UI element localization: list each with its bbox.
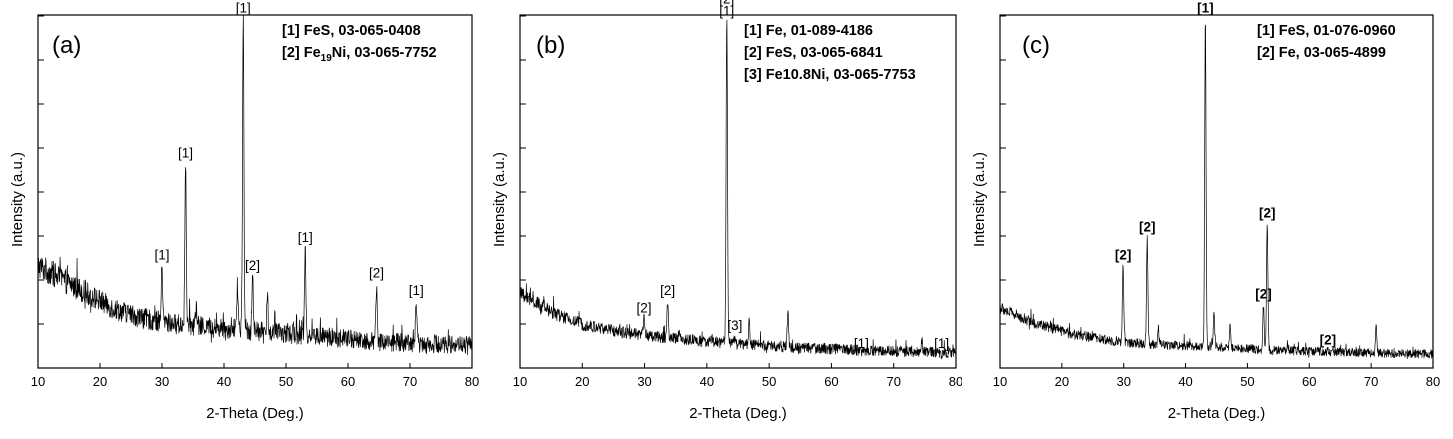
peak-label: [3]	[727, 318, 742, 333]
peak-label: [2]	[369, 265, 384, 280]
peak-label: [2]	[719, 0, 734, 7]
x-tick-label: 30	[1116, 374, 1130, 389]
xrd-pattern-line	[37, 14, 473, 355]
x-axis-title: 2-Theta (Deg.)	[689, 405, 787, 422]
x-tick-label: 60	[341, 374, 355, 389]
x-tick-label: 80	[465, 374, 479, 389]
panel-label: (a)	[52, 32, 81, 59]
x-tick-label: 10	[513, 374, 527, 389]
x-tick-label: 50	[762, 374, 776, 389]
peak-label: [1]	[934, 336, 949, 351]
peak-label: [1]	[178, 145, 193, 160]
x-tick-label: 70	[403, 374, 417, 389]
x-tick-label: 10	[993, 374, 1007, 389]
peak-label: [2]	[1139, 219, 1156, 234]
legend-entry: [2] FeS, 03-065-6841	[744, 45, 883, 61]
xrd-chart-b: 10 20 30 40 50 60 70 80 2-Theta (Deg.) Intensity …	[482, 0, 963, 434]
legend-entry: [1] Fe, 01-089-4186	[744, 23, 873, 39]
legend-entry: [1] FeS, 03-065-0408	[282, 23, 421, 39]
legend-entry: [2] Fe19Ni, 03-065-7752	[282, 45, 437, 64]
peak-label: [1]	[409, 283, 424, 298]
x-tick-label: 80	[949, 374, 962, 389]
peak-label: [2]	[1115, 248, 1132, 263]
x-tick-label: 50	[1240, 374, 1254, 389]
x-axis-title: 2-Theta (Deg.)	[1168, 405, 1266, 422]
peak-label: [2]	[1255, 286, 1272, 301]
peak-label: [2]	[660, 283, 675, 298]
x-tick-label: 30	[155, 374, 169, 389]
xrd-chart-c: 10 20 30 40 50 60 70 80 2-Theta (Deg.) Intensity …	[962, 0, 1442, 434]
x-axis-title: 2-Theta (Deg.)	[206, 405, 304, 422]
peak-label: [1]	[236, 1, 251, 16]
x-tick-label: 60	[824, 374, 838, 389]
xrd-chart-svg: 10 20 30 40 50 60 70 80 2-Theta (Deg.) Intensity …	[491, 0, 963, 422]
legend-entry: [1] FeS, 01-076-0960	[1257, 23, 1396, 39]
x-tick-label: 20	[1055, 374, 1069, 389]
y-axis-title: Intensity (a.u.)	[9, 152, 26, 247]
x-tick-label: 10	[31, 374, 45, 389]
plot-frame	[37, 14, 473, 369]
plot-frame	[999, 14, 1434, 369]
xrd-chart-svg: 10 20 30 40 50 60 70 80 2-Theta (Deg.) Intensity …	[9, 1, 479, 422]
x-tick-label: 60	[1302, 374, 1316, 389]
peak-label: [2]	[1259, 205, 1276, 220]
panel-label: (b)	[536, 32, 565, 59]
x-tick-label: 40	[217, 374, 231, 389]
legend-entry: [2] Fe, 03-065-4899	[1257, 45, 1386, 61]
peak-label: [1]	[1197, 1, 1214, 16]
panel-label: (c)	[1022, 32, 1050, 59]
x-tick-label: 20	[575, 374, 589, 389]
xrd-chart-a: 10 20 30 40 50 60 70 80 2-Theta (Deg.) Intensity …	[0, 0, 480, 434]
x-tick-label: 20	[93, 374, 107, 389]
peak-label: [2]	[1320, 332, 1337, 347]
peak-label: [1]	[854, 336, 869, 351]
xrd-pattern-line	[519, 19, 957, 360]
y-axis-title: Intensity (a.u.)	[971, 152, 988, 247]
x-tick-label: 70	[886, 374, 900, 389]
xrd-pattern-line	[999, 24, 1434, 360]
x-tick-label: 70	[1364, 374, 1378, 389]
peak-label: [1]	[719, 4, 734, 19]
x-tick-label: 80	[1426, 374, 1440, 389]
x-tick-label: 40	[1178, 374, 1192, 389]
legend-entry: [3] Fe10.8Ni, 03-065-7753	[744, 67, 916, 83]
y-axis-title: Intensity (a.u.)	[491, 152, 508, 247]
x-tick-label: 30	[637, 374, 651, 389]
peak-label: [1]	[298, 230, 313, 245]
peak-label: [1]	[154, 248, 169, 263]
x-tick-label: 50	[279, 374, 293, 389]
peak-label: [2]	[636, 301, 651, 316]
x-tick-label: 40	[700, 374, 714, 389]
peak-label: [2]	[245, 258, 260, 273]
xrd-chart-svg: 10 20 30 40 50 60 70 80 2-Theta (Deg.) Intensity …	[971, 1, 1440, 422]
